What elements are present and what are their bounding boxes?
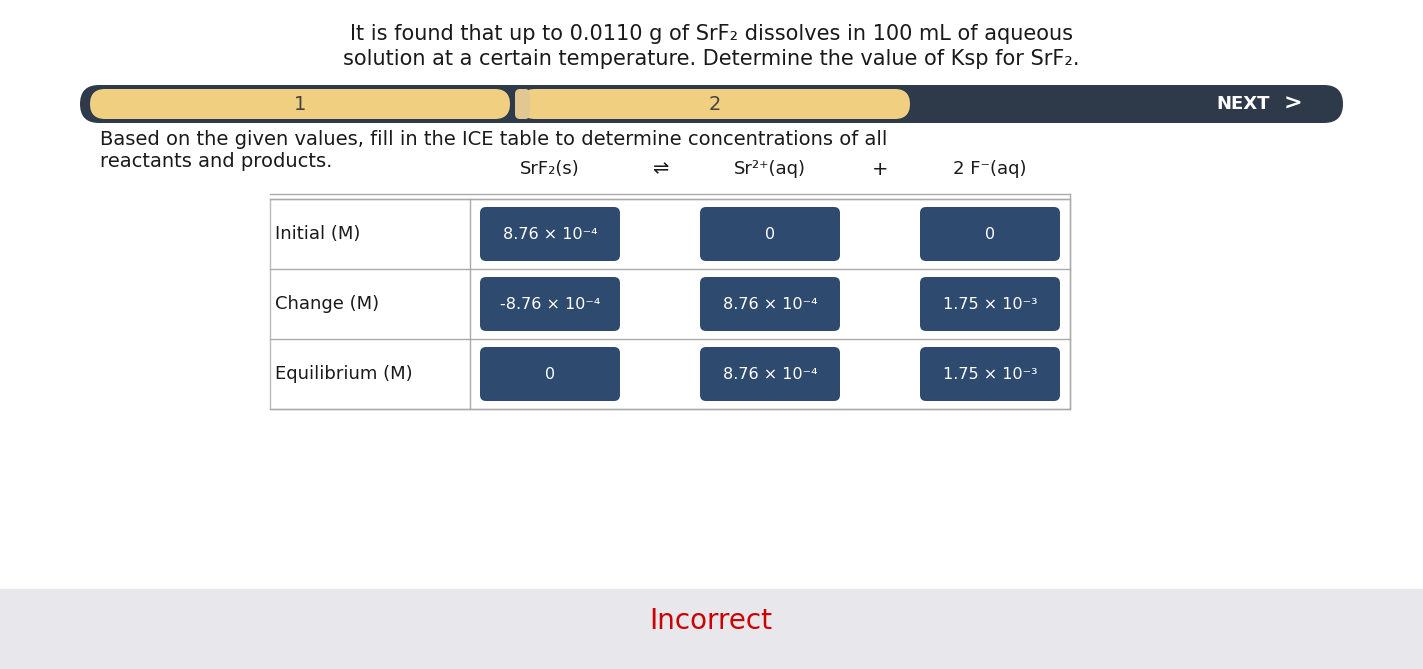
Text: reactants and products.: reactants and products. [100, 151, 333, 171]
FancyBboxPatch shape [700, 347, 840, 401]
FancyBboxPatch shape [700, 207, 840, 261]
FancyBboxPatch shape [519, 89, 909, 119]
Text: Initial (M): Initial (M) [275, 225, 360, 243]
Text: Sr²⁺(aq): Sr²⁺(aq) [734, 160, 805, 178]
FancyBboxPatch shape [700, 277, 840, 331]
Text: 8.76 × 10⁻⁴: 8.76 × 10⁻⁴ [502, 227, 598, 242]
Text: 2 F⁻(aq): 2 F⁻(aq) [953, 160, 1027, 178]
Text: 0: 0 [766, 227, 776, 242]
Text: 0: 0 [985, 227, 995, 242]
Text: Equilibrium (M): Equilibrium (M) [275, 365, 413, 383]
Text: Based on the given values, fill in the ICE table to determine concentrations of : Based on the given values, fill in the I… [100, 130, 888, 149]
Text: 8.76 × 10⁻⁴: 8.76 × 10⁻⁴ [723, 367, 817, 381]
Text: 1.75 × 10⁻³: 1.75 × 10⁻³ [942, 367, 1037, 381]
FancyBboxPatch shape [90, 89, 509, 119]
Text: 8.76 × 10⁻⁴: 8.76 × 10⁻⁴ [723, 296, 817, 312]
FancyBboxPatch shape [80, 85, 1343, 123]
Text: -8.76 × 10⁻⁴: -8.76 × 10⁻⁴ [499, 296, 601, 312]
FancyBboxPatch shape [921, 207, 1060, 261]
FancyBboxPatch shape [480, 277, 620, 331]
Text: +: + [872, 159, 888, 179]
Text: Change (M): Change (M) [275, 295, 379, 313]
FancyBboxPatch shape [480, 207, 620, 261]
FancyBboxPatch shape [921, 347, 1060, 401]
Text: Incorrect: Incorrect [649, 607, 773, 635]
Text: 1: 1 [293, 94, 306, 114]
Text: 2: 2 [709, 94, 721, 114]
Text: NEXT: NEXT [1217, 95, 1269, 113]
Text: solution at a certain temperature. Determine the value of Ksp for SrF₂.: solution at a certain temperature. Deter… [343, 49, 1079, 69]
FancyBboxPatch shape [515, 89, 529, 119]
FancyBboxPatch shape [921, 277, 1060, 331]
Text: 1.75 × 10⁻³: 1.75 × 10⁻³ [942, 296, 1037, 312]
Text: >: > [1284, 94, 1302, 114]
Text: ⇌: ⇌ [652, 159, 669, 179]
Text: 0: 0 [545, 367, 555, 381]
Bar [270, 199, 1070, 409]
Text: SrF₂(s): SrF₂(s) [521, 160, 581, 178]
Bar [0, 589, 1423, 669]
Text: It is found that up to 0.0110 g of SrF₂ dissolves in 100 mL of aqueous: It is found that up to 0.0110 g of SrF₂ … [350, 24, 1073, 44]
FancyBboxPatch shape [480, 347, 620, 401]
